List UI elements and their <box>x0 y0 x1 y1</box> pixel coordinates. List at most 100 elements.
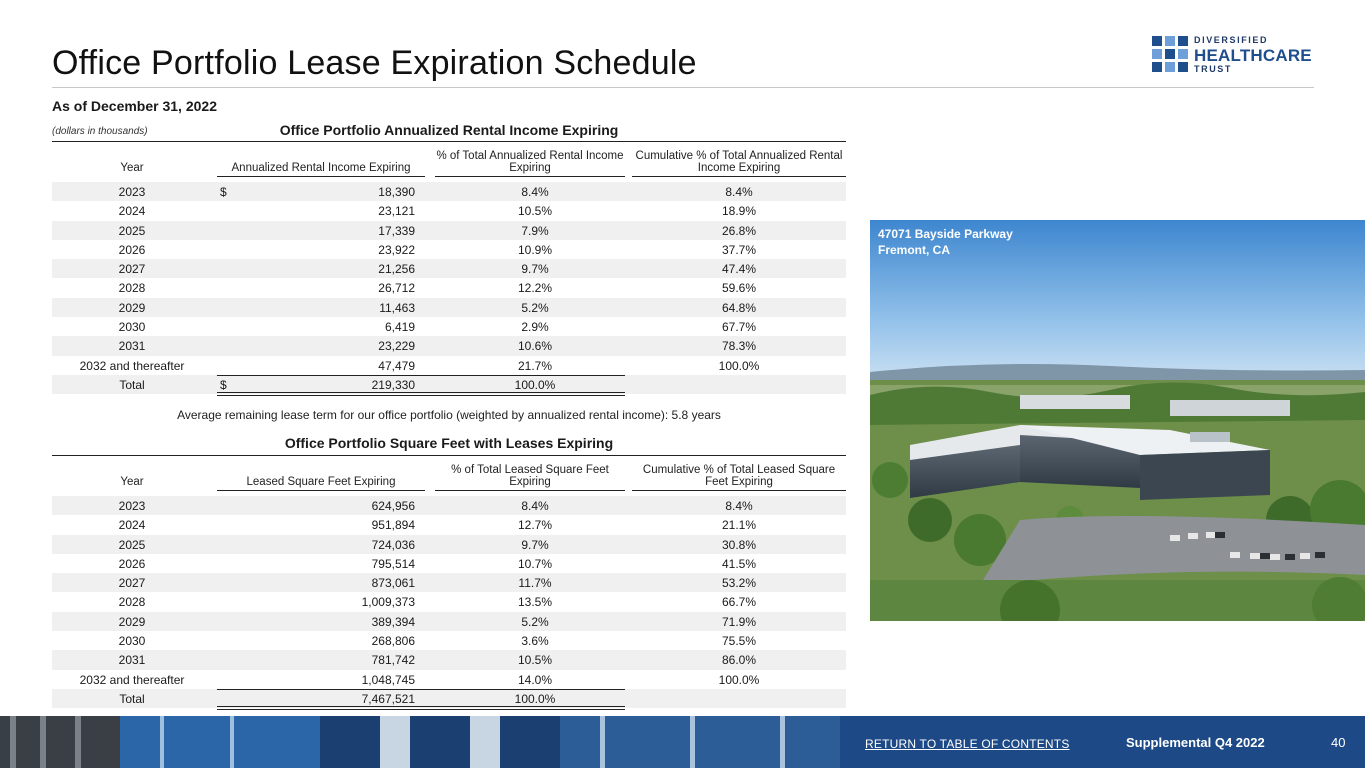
table-row: 2025 724,036 9.7% 30.8% <box>52 534 846 554</box>
cell-year: 2030 <box>118 320 146 335</box>
sqft-table-body: 2023 624,956 8.4% 8.4% 2024 951,894 12.7% 21.1%… <box>52 496 846 689</box>
total-label: Total <box>119 691 145 706</box>
cell-cumulative: 53.2% <box>721 576 757 591</box>
property-photo: 47071 Bayside Parkway Fremont, CA <box>870 220 1365 621</box>
cell-cumulative: 8.4% <box>725 499 753 513</box>
sqft-table-header: Year Leased Square Feet Expiring % of To… <box>52 457 846 491</box>
sqft-table-title: Office Portfolio Square Feet with Leases… <box>284 435 614 451</box>
cell-pct: 3.6% <box>521 634 549 649</box>
cell-cumulative: 47.4% <box>721 262 757 277</box>
supplemental-label: Supplemental Q4 2022 <box>1126 735 1265 750</box>
header-sqft-label: Leased Square Feet Expiring <box>246 476 396 488</box>
table-row: $2023 18,390 8.4% 8.4% <box>52 182 846 202</box>
header-rental-income: Annualized Rental Income Expiring <box>217 162 425 177</box>
return-to-toc-link[interactable]: RETURN TO TABLE OF CONTENTS <box>865 737 1070 751</box>
cell-cumulative: 100.0% <box>718 672 760 687</box>
cell-cumulative: 21.1% <box>721 518 757 533</box>
caption-city: Fremont, CA <box>878 243 950 257</box>
header-cumulative: Cumulative % of Total Annualized Rental … <box>632 150 846 177</box>
rental-income-table: Year Annualized Rental Income Expiring %… <box>52 143 846 397</box>
title-divider <box>52 87 1314 88</box>
cell-value: 11,463 <box>379 300 415 315</box>
cell-cumulative: 71.9% <box>721 614 757 629</box>
sqft-table-title-rule <box>52 455 846 456</box>
cell-year: 2032 and thereafter <box>79 672 185 687</box>
header-cumulative: Cumulative % of Total Leased Square Feet… <box>632 464 846 491</box>
header-pct-total: % of Total Annualized Rental Income Expi… <box>435 150 625 177</box>
cell-value: 724,036 <box>371 537 415 552</box>
cell-year: 2024 <box>118 204 146 219</box>
rental-table-body: $2023 18,390 8.4% 8.4% 2024 23,121 10.5% 18.9% 2… <box>52 182 846 375</box>
cell-pct: 9.7% <box>521 262 549 277</box>
page-title: Office Portfolio Lease Expiration Schedu… <box>52 44 697 82</box>
as-of-date: As of December 31, 2022 <box>52 98 217 114</box>
header-year: Year <box>52 162 212 174</box>
cell-pct: 13.5% <box>517 595 553 610</box>
cell-value: 21,256 <box>378 262 415 277</box>
rental-total-row: Total $ 219,330 100.0% <box>52 374 846 397</box>
cell-pct: 12.7% <box>517 518 553 533</box>
cell-value: 268,806 <box>371 634 415 649</box>
cell-year: 2024 <box>118 518 146 533</box>
header-pct-total: % of Total Leased Square Feet Expiring <box>435 464 625 491</box>
cell-cumulative: 26.8% <box>721 223 757 238</box>
logo-line-3: TRUST <box>1194 64 1232 74</box>
table-row: 2029 11,463 5.2% 64.8% <box>52 297 846 318</box>
cell-value: 23,922 <box>378 242 415 257</box>
property-photo-illustration <box>870 220 1365 621</box>
table-row: 2031 781,742 10.5% 86.0% <box>52 650 846 670</box>
table-row: 2026 795,514 10.7% 41.5% <box>52 554 846 573</box>
cell-pct: 12.2% <box>517 281 553 296</box>
total-pct: 100.0% <box>514 377 556 392</box>
cell-cumulative: 66.7% <box>721 595 757 610</box>
cell-cumulative: 67.7% <box>721 320 757 335</box>
cell-value: 6,419 <box>384 320 415 335</box>
cell-year: 2029 <box>118 300 146 315</box>
cell-cumulative: 75.5% <box>721 634 757 649</box>
cell-cumulative: 30.8% <box>721 537 757 552</box>
table-row: 2031 23,229 10.6% 78.3% <box>52 336 846 356</box>
total-label: Total <box>119 377 145 392</box>
cell-value: 389,394 <box>371 614 415 629</box>
table-row: 2028 1,009,373 13.5% 66.7% <box>52 592 846 611</box>
logo-wordmark: DIVERSIFIED HEALTHCARE TRUST <box>1194 36 1312 74</box>
table-row: 2030 268,806 3.6% 75.5% <box>52 631 846 650</box>
cell-value: 47,479 <box>378 358 415 373</box>
cell-pct: 14.0% <box>517 672 553 687</box>
cell-year: 2028 <box>118 595 146 610</box>
table-row: 2032 and thereafter 47,479 21.7% 100.0% <box>52 356 846 375</box>
cell-value: 781,742 <box>371 653 415 668</box>
header-pct-total-label: % of Total Leased Square Feet Expiring <box>451 464 609 488</box>
cell-pct: 10.5% <box>517 204 553 219</box>
cell-value: 951,894 <box>371 518 415 533</box>
cell-pct: 10.6% <box>517 339 553 354</box>
cell-year: 2023 <box>118 185 146 199</box>
rental-table-header: Year Annualized Rental Income Expiring %… <box>52 143 846 177</box>
header-year-label: Year <box>120 476 144 488</box>
cell-cumulative: 86.0% <box>721 653 757 668</box>
cell-year: 2028 <box>118 281 146 296</box>
table-row: 2024 951,894 12.7% 21.1% <box>52 515 846 534</box>
cell-year: 2031 <box>118 339 146 354</box>
table-row: 2027 873,061 11.7% 53.2% <box>52 573 846 593</box>
company-logo: DIVERSIFIED HEALTHCARE TRUST <box>1152 36 1317 76</box>
cell-year: 2026 <box>118 556 146 571</box>
header-year-label: Year <box>120 162 144 174</box>
table-row: 2032 and thereafter 1,048,745 14.0% 100.0% <box>52 670 846 689</box>
cell-year: 2030 <box>118 634 146 649</box>
cell-cumulative: 78.3% <box>721 339 757 354</box>
cell-pct: 8.4% <box>521 185 549 199</box>
cell-value: 23,121 <box>378 204 415 219</box>
table-row: 2025 17,339 7.9% 26.8% <box>52 220 846 240</box>
caption-address: 47071 Bayside Parkway <box>878 227 1013 241</box>
header-sqft: Leased Square Feet Expiring <box>217 476 425 491</box>
cell-cumulative: 41.5% <box>721 556 757 571</box>
total-value: 219,330 <box>371 377 415 392</box>
cell-pct: 11.7% <box>518 576 552 591</box>
currency-symbol: $ <box>220 185 227 199</box>
logo-line-2: HEALTHCARE <box>1194 46 1312 65</box>
units-note: (dollars in thousands) <box>52 126 148 137</box>
page-number: 40 <box>1331 735 1346 750</box>
table-row: 2023 624,956 8.4% 8.4% <box>52 496 846 516</box>
cell-pct: 10.5% <box>517 653 553 668</box>
